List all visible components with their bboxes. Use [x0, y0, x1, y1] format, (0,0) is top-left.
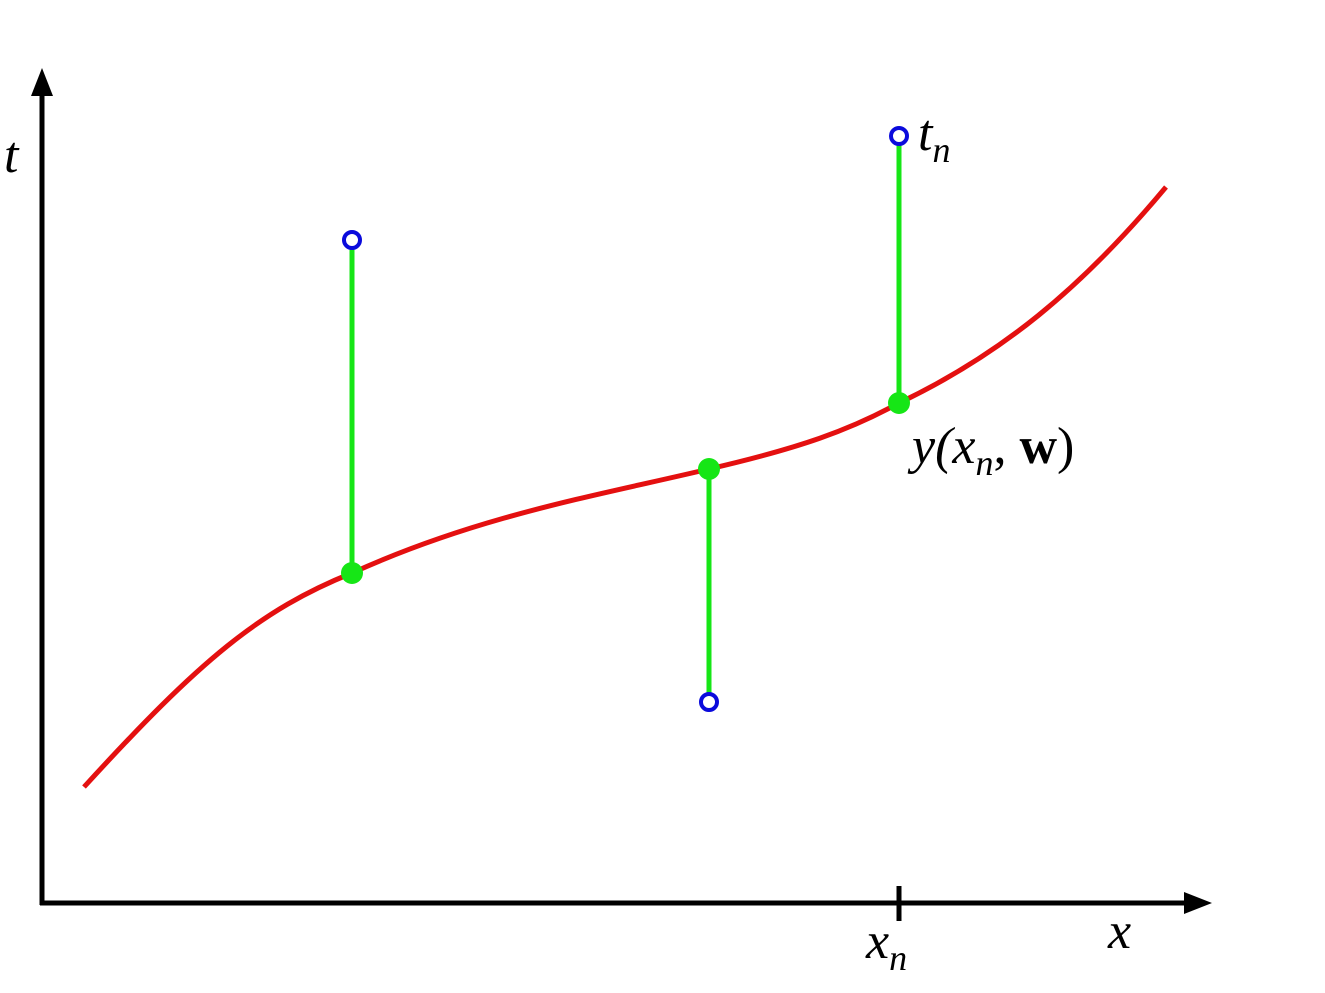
y-axis-label: t	[4, 127, 20, 184]
prediction-part: w	[1019, 418, 1057, 475]
x-arrow	[1184, 892, 1212, 914]
target-label: tn	[918, 105, 950, 170]
target-point	[889, 126, 909, 146]
prediction-part: y(x	[907, 418, 975, 475]
tick-label: xn	[865, 913, 907, 978]
prediction-part: n	[975, 443, 993, 483]
fitted-curve	[82, 185, 1168, 789]
prediction-part: )	[1057, 418, 1074, 475]
prediction-label: y(xn, w)	[907, 418, 1074, 483]
y-arrow	[31, 68, 53, 96]
x-axis-label: x	[1107, 903, 1131, 960]
target-point	[342, 230, 362, 250]
prediction-point	[698, 458, 720, 480]
prediction-part: ,	[993, 418, 1019, 475]
target-point	[699, 692, 719, 712]
target-label-base: t	[918, 105, 934, 162]
prediction-point	[888, 392, 910, 414]
tick-label-base: x	[865, 913, 889, 970]
tick-label-sub: n	[889, 938, 907, 978]
target-label-sub: n	[932, 130, 950, 170]
prediction-point	[341, 562, 363, 584]
